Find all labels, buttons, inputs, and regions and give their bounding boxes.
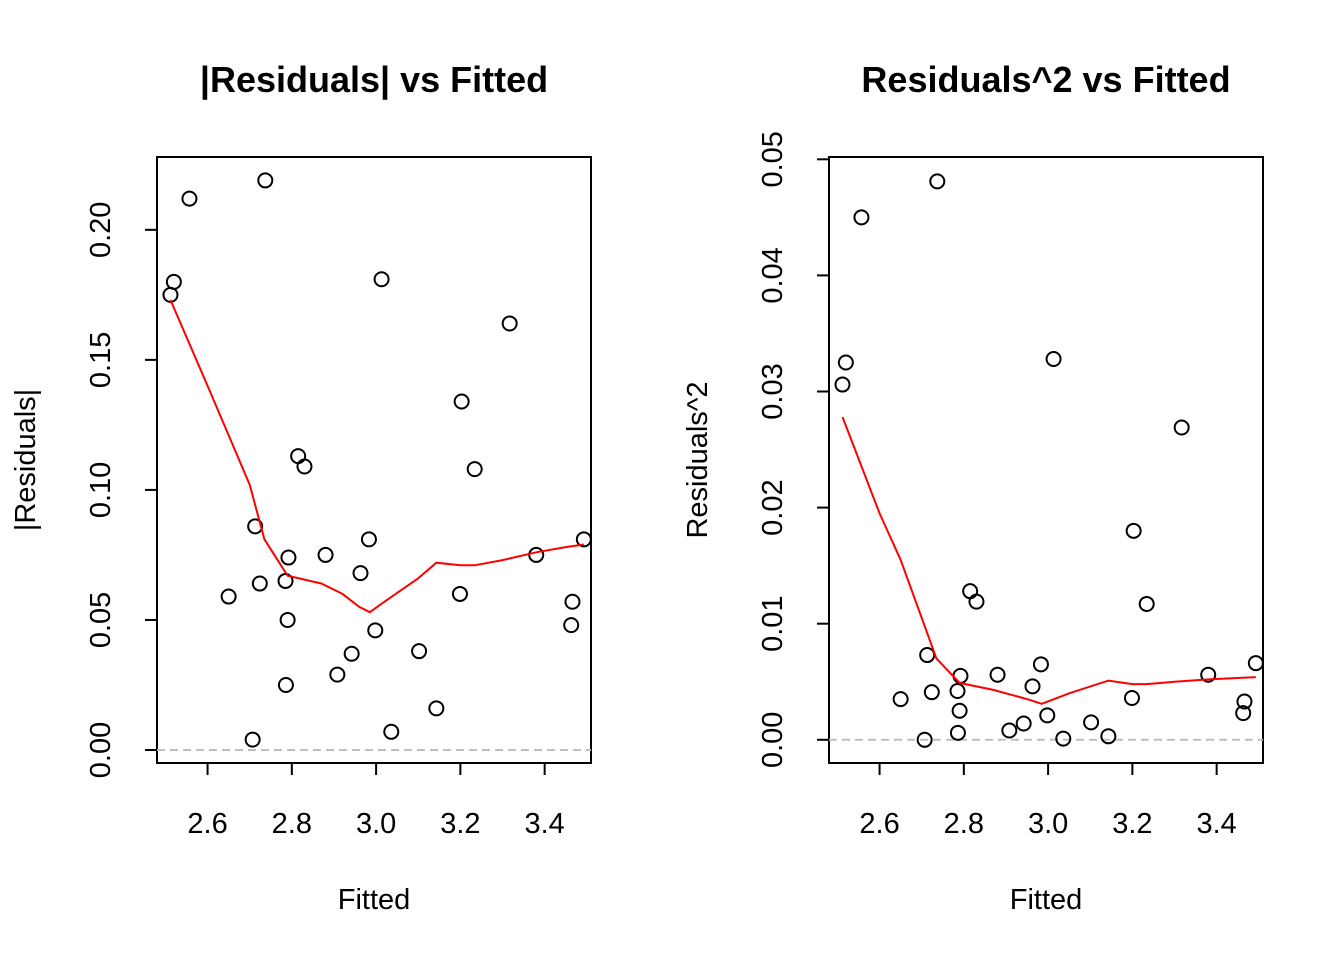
- data-point: [373, 271, 390, 288]
- data-point: [257, 172, 274, 189]
- data-point: [949, 724, 966, 741]
- data-point: [564, 593, 581, 610]
- data-point: [528, 546, 545, 563]
- x-tick-label: 3.0: [1028, 808, 1068, 840]
- data-point: [1039, 707, 1056, 724]
- data-point: [329, 666, 346, 683]
- y-axis-label: |Residuals|: [10, 389, 42, 531]
- data-point: [968, 593, 985, 610]
- data-point: [162, 286, 179, 303]
- data-point: [837, 354, 854, 371]
- data-point: [919, 647, 936, 664]
- data-point: [280, 549, 297, 566]
- y-tick-label: 0.00: [757, 712, 789, 768]
- x-tick-label: 2.8: [272, 808, 312, 840]
- data-point: [367, 622, 384, 639]
- data-point: [466, 461, 483, 478]
- data-point: [220, 588, 237, 605]
- data-point: [247, 518, 264, 535]
- y-tick-label: 0.02: [757, 479, 789, 535]
- data-point: [317, 546, 334, 563]
- data-point: [834, 376, 851, 393]
- data-point: [929, 173, 946, 190]
- data-point: [277, 676, 294, 693]
- data-point: [453, 393, 470, 410]
- data-point: [165, 273, 182, 290]
- data-point: [279, 611, 296, 628]
- data-point: [296, 458, 313, 475]
- x-axis-label: Fitted: [1010, 884, 1083, 916]
- data-point: [1200, 666, 1217, 683]
- data-point: [251, 575, 268, 592]
- data-point: [1247, 655, 1264, 672]
- y-axis-label: Residuals^2: [682, 381, 714, 538]
- y-tick-label: 0.05: [85, 592, 117, 648]
- data-point: [343, 645, 360, 662]
- x-tick-label: 3.4: [1196, 808, 1236, 840]
- y-tick-label: 0.15: [85, 332, 117, 388]
- data-point: [1024, 678, 1041, 695]
- x-tick-label: 2.6: [859, 808, 899, 840]
- data-point: [916, 731, 933, 748]
- data-point: [1173, 419, 1190, 436]
- data-point: [451, 585, 468, 602]
- panel-abs-residuals: |Residuals| vs Fitted Fitted |Residuals|…: [10, 59, 592, 916]
- data-point: [1125, 522, 1142, 539]
- panel-sq-residuals: Residuals^2 vs Fitted Fitted Residuals^2…: [682, 59, 1264, 916]
- data-point: [428, 700, 445, 717]
- data-point: [563, 617, 580, 634]
- data-point: [1032, 656, 1049, 673]
- data-point: [244, 731, 261, 748]
- x-tick-label: 3.2: [1112, 808, 1152, 840]
- data-point: [952, 667, 969, 684]
- data-point: [383, 723, 400, 740]
- panel-title: Residuals^2 vs Fitted: [861, 59, 1230, 100]
- data-point: [1138, 595, 1155, 612]
- data-point: [951, 702, 968, 719]
- x-tick-label: 3.2: [440, 808, 480, 840]
- data-point: [1015, 715, 1032, 732]
- y-tick-label: 0.03: [757, 363, 789, 419]
- panel-title: |Residuals| vs Fitted: [200, 59, 548, 101]
- data-point: [892, 691, 909, 708]
- x-tick-label: 2.6: [187, 808, 227, 840]
- smooth-line: [169, 299, 584, 614]
- data-point: [501, 315, 518, 332]
- data-point: [989, 666, 1006, 683]
- data-point: [181, 190, 198, 207]
- data-point: [1236, 693, 1253, 710]
- x-tick-label: 3.4: [524, 808, 564, 840]
- data-point: [1045, 351, 1062, 367]
- data-point: [411, 643, 428, 660]
- data-point: [853, 209, 870, 226]
- data-point: [962, 583, 979, 600]
- x-tick-label: 3.0: [356, 808, 396, 840]
- data-point: [1001, 722, 1018, 739]
- data-point: [360, 531, 377, 548]
- y-tick-label: 0.05: [757, 131, 789, 187]
- y-tick-label: 0.20: [85, 202, 117, 258]
- data-point: [352, 565, 369, 582]
- data-point: [1123, 689, 1140, 706]
- plot-frame: [828, 156, 1264, 764]
- data-point: [1235, 705, 1252, 722]
- plot-frame: [156, 156, 592, 764]
- data-point: [1100, 728, 1117, 745]
- data-point: [923, 684, 940, 701]
- y-tick-label: 0.04: [757, 247, 789, 303]
- y-tick-label: 0.10: [85, 462, 117, 518]
- y-tick-label: 0.01: [757, 595, 789, 651]
- smooth-line: [841, 416, 1256, 705]
- data-point: [1055, 730, 1072, 747]
- x-tick-label: 2.8: [944, 808, 984, 840]
- data-point: [1083, 714, 1100, 731]
- data-point: [949, 683, 966, 700]
- data-point: [290, 448, 307, 465]
- x-axis-label: Fitted: [338, 884, 411, 916]
- data-point: [575, 531, 592, 548]
- y-tick-label: 0.00: [85, 722, 117, 778]
